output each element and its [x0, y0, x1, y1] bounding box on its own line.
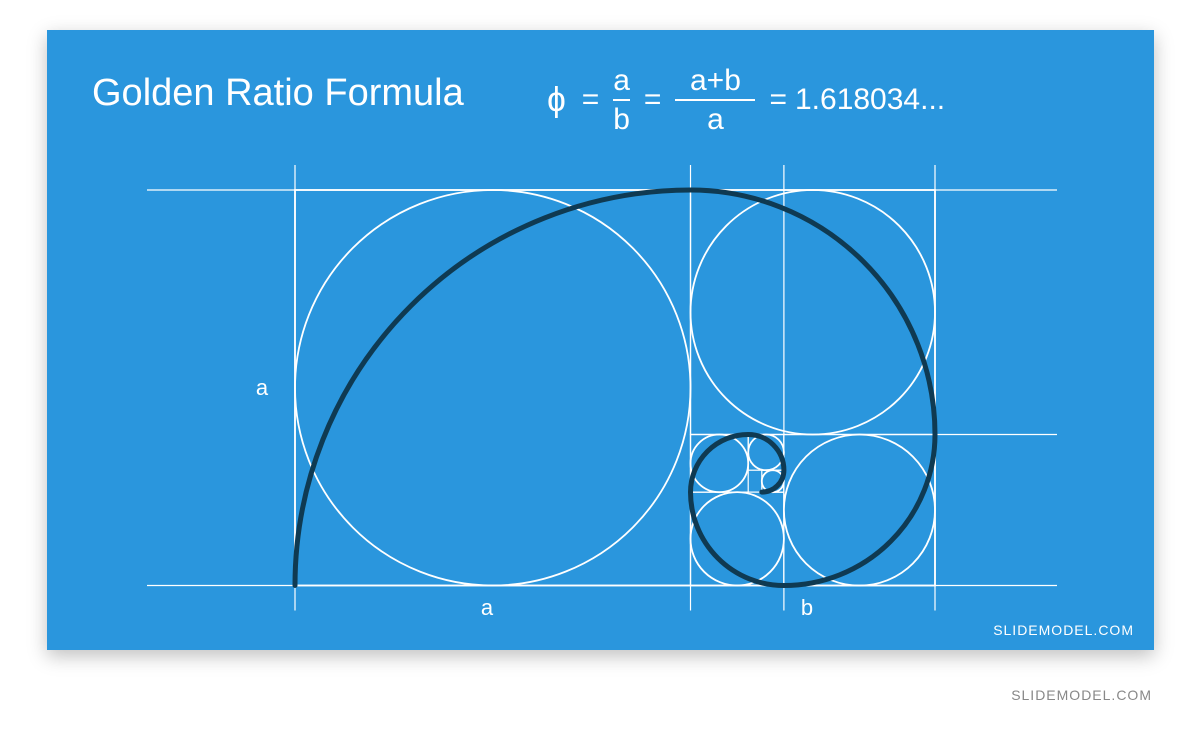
watermark-inside: SLIDEMODEL.COM [993, 622, 1134, 638]
svg-text:b: b [801, 595, 813, 620]
golden-ratio-diagram: a a b [47, 30, 1154, 650]
watermark-outside: SLIDEMODEL.COM [1011, 687, 1152, 703]
svg-text:a: a [256, 375, 269, 400]
slide-canvas: Golden Ratio Formula ɸ = a b = a+b a = 1… [47, 30, 1154, 650]
svg-text:a: a [481, 595, 494, 620]
